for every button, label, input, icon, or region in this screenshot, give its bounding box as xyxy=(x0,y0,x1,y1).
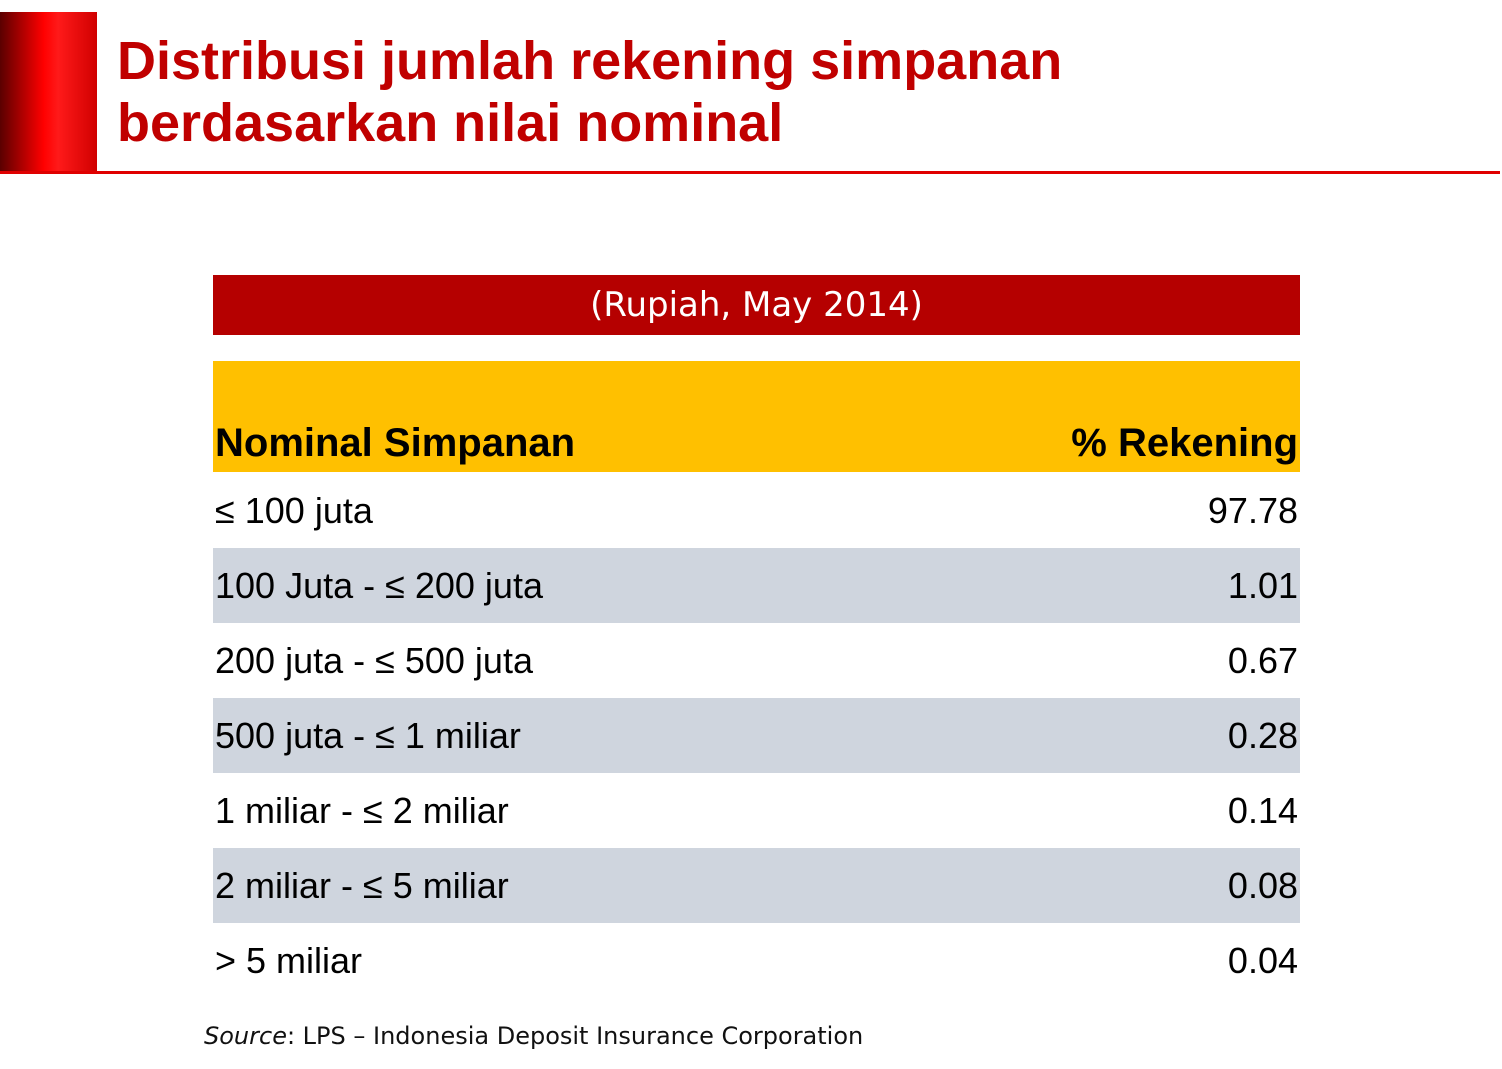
table-row: 1 miliar - ≤ 2 miliar 0.14 xyxy=(213,773,1300,848)
accent-bar xyxy=(0,12,97,172)
table-row: 500 juta - ≤ 1 miliar 0.28 xyxy=(213,698,1300,773)
title-rule xyxy=(0,171,1500,174)
cell-nominal: 100 Juta - ≤ 200 juta xyxy=(215,565,543,606)
title: Distribusi jumlah rekening simpanan berd… xyxy=(117,31,1078,153)
cell-nominal: 500 juta - ≤ 1 miliar xyxy=(215,715,521,756)
cell-percent: 0.67 xyxy=(1227,640,1298,681)
cell-nominal: 200 juta - ≤ 500 juta xyxy=(215,640,533,681)
table-row: > 5 miliar 0.04 xyxy=(213,923,1300,998)
cell-percent: 97.78 xyxy=(1207,490,1298,531)
column-header: Nominal Simpanan xyxy=(215,421,576,465)
table-header: Nominal Simpanan % Rekening xyxy=(213,361,1300,472)
cell-percent: 0.08 xyxy=(1227,865,1298,906)
cell-percent: 0.28 xyxy=(1227,715,1298,756)
source-label: Source xyxy=(204,1022,287,1050)
cell-nominal: 2 miliar - ≤ 5 miliar xyxy=(215,865,509,906)
cell-nominal: ≤ 100 juta xyxy=(215,490,373,531)
cell-percent: 0.14 xyxy=(1227,790,1298,831)
table-row: ≤ 100 juta 97.78 xyxy=(213,473,1300,548)
source: Source: LPS – Indonesia Deposit Insuranc… xyxy=(204,1022,863,1050)
cell-percent: 0.04 xyxy=(1227,940,1298,981)
source-text: : LPS – Indonesia Deposit Insurance Corp… xyxy=(286,1022,864,1050)
column-header: % Rekening xyxy=(1071,421,1298,465)
table-row: 2 miliar - ≤ 5 miliar 0.08 xyxy=(213,848,1300,923)
table-row: 100 Juta - ≤ 200 juta 1.01 xyxy=(213,548,1300,623)
cell-nominal: > 5 miliar xyxy=(215,940,363,981)
table-caption: (Rupiah, May 2014) xyxy=(213,275,1300,335)
cell-nominal: 1 miliar - ≤ 2 miliar xyxy=(215,790,509,831)
table-row: 200 juta - ≤ 500 juta 0.67 xyxy=(213,623,1300,698)
cell-percent: 1.01 xyxy=(1227,565,1298,606)
